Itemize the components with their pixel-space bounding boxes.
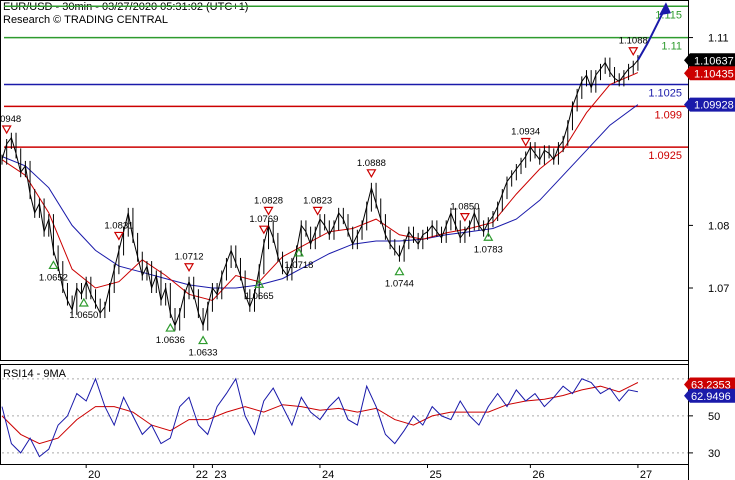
high-label: 1.1088 xyxy=(619,36,648,47)
high-label: 1.0850 xyxy=(450,202,479,213)
price-tag-label: 1.09928 xyxy=(694,100,734,112)
x-tick-label: 25 xyxy=(430,469,442,480)
price-tag xyxy=(684,53,735,68)
high-label: 1.0823 xyxy=(303,195,332,206)
low-marker xyxy=(48,260,59,270)
level-label: 1.0925 xyxy=(648,150,682,162)
price-tag xyxy=(684,66,735,81)
high-marker xyxy=(263,206,274,216)
level-label: 1.11 xyxy=(661,41,682,53)
rsi-ma-line xyxy=(1,382,639,445)
rsi-tag-label: 63.2353 xyxy=(691,380,731,392)
rsi-line xyxy=(1,377,639,458)
rsi-y-tick-label: 30 xyxy=(708,448,720,460)
high-label: 1.0888 xyxy=(357,158,386,169)
y-tick-label: 1.11 xyxy=(708,33,729,45)
high-marker xyxy=(366,169,377,179)
low-marker xyxy=(254,279,265,288)
x-tick-label: 27 xyxy=(640,469,652,480)
rsi-title: RSI14 - 9MA xyxy=(3,368,67,380)
low-marker xyxy=(198,335,209,345)
price-tag xyxy=(684,97,735,112)
high-marker xyxy=(113,231,124,241)
rsi-panel-frame xyxy=(0,364,689,465)
high-label: 1.0934 xyxy=(511,127,540,138)
low-label: 1.0783 xyxy=(474,244,503,255)
level-label: 1.099 xyxy=(654,109,682,121)
high-marker xyxy=(258,225,269,235)
low-marker xyxy=(483,232,494,241)
low-marker xyxy=(293,247,304,257)
low-label: 1.0665 xyxy=(245,291,274,302)
high-label: 1.0828 xyxy=(254,195,283,206)
high-label: 1.0769 xyxy=(249,214,278,225)
low-label: 1.0650 xyxy=(69,310,98,321)
chart-subtitle: Research © TRADING CENTRAL xyxy=(3,14,168,26)
high-label: 1.0948 xyxy=(0,114,21,125)
rsi-tag-label: 62.9496 xyxy=(691,391,731,403)
low-label: 1.0652 xyxy=(39,272,68,283)
ma-fast-line xyxy=(1,72,639,302)
low-marker xyxy=(394,266,405,276)
low-label: 1.0633 xyxy=(189,348,218,359)
projection-arrowhead xyxy=(658,2,671,16)
ma-slow-line xyxy=(1,104,639,289)
x-tick-label: 23 xyxy=(214,469,226,480)
x-tick-label: 22 xyxy=(196,469,208,480)
high-marker xyxy=(628,47,639,56)
low-label: 1.0718 xyxy=(284,260,313,271)
high-label: 1.0712 xyxy=(175,252,204,263)
high-marker xyxy=(459,213,470,222)
x-tick-label: 20 xyxy=(88,469,100,480)
rsi-y-tick-label: 50 xyxy=(708,411,720,423)
high-marker xyxy=(312,206,323,216)
price-tag-label: 1.10637 xyxy=(694,55,734,67)
price-tag-label: 1.10435 xyxy=(694,68,734,80)
low-marker xyxy=(165,322,176,332)
high-label: 1.0831 xyxy=(104,220,133,231)
high-marker xyxy=(184,263,195,272)
low-label: 1.0744 xyxy=(385,279,414,290)
projection-line xyxy=(637,5,667,61)
x-tick-label: 24 xyxy=(322,469,334,480)
price-line xyxy=(1,59,639,328)
x-tick-label: 26 xyxy=(532,469,544,480)
low-label: 1.0636 xyxy=(156,335,185,346)
high-marker xyxy=(520,137,531,147)
high-marker xyxy=(1,125,12,135)
price-panel-frame xyxy=(0,0,689,361)
rsi-tag xyxy=(684,388,735,403)
level-label: 1.1025 xyxy=(648,88,682,100)
rsi-tag xyxy=(684,377,735,392)
low-marker xyxy=(78,297,89,307)
y-tick-label: 1.07 xyxy=(708,283,729,295)
y-tick-label: 1.08 xyxy=(708,220,729,232)
rsi-panel: 20 22 23 24 25 26 27 RSI14 - 9MA 50 30 63.235362.9… xyxy=(0,364,735,480)
